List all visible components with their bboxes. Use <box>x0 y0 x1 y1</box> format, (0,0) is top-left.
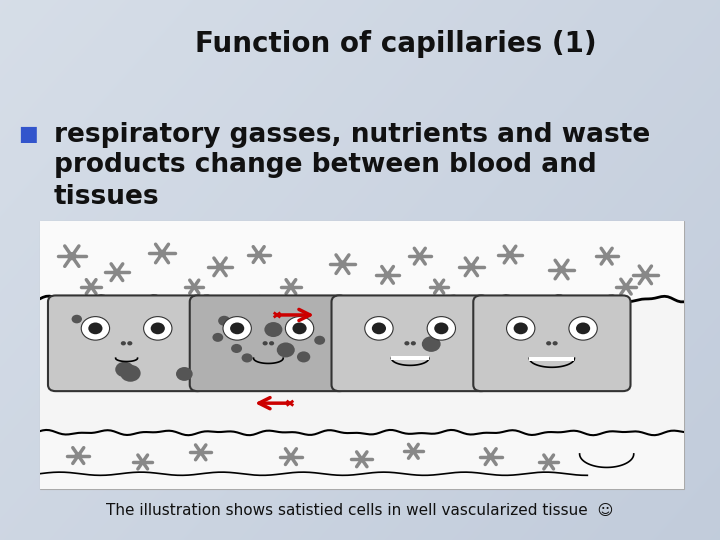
Text: products change between blood and: products change between blood and <box>54 152 597 178</box>
FancyBboxPatch shape <box>48 295 205 391</box>
Circle shape <box>641 271 649 279</box>
Bar <box>529 356 575 361</box>
Circle shape <box>71 315 82 323</box>
Circle shape <box>120 365 140 382</box>
Circle shape <box>158 249 166 257</box>
Circle shape <box>218 316 230 326</box>
Circle shape <box>88 284 94 289</box>
FancyBboxPatch shape <box>40 221 684 489</box>
Circle shape <box>576 322 590 334</box>
Circle shape <box>74 453 82 459</box>
Circle shape <box>276 342 294 357</box>
Circle shape <box>552 341 558 346</box>
Circle shape <box>89 322 102 334</box>
Circle shape <box>422 336 441 352</box>
FancyBboxPatch shape <box>331 295 489 391</box>
Circle shape <box>85 318 105 334</box>
Circle shape <box>292 323 307 335</box>
Circle shape <box>242 353 253 362</box>
Circle shape <box>223 316 251 340</box>
Circle shape <box>93 319 108 331</box>
Circle shape <box>140 459 146 465</box>
Circle shape <box>191 284 197 289</box>
Circle shape <box>434 322 449 334</box>
Circle shape <box>255 251 263 258</box>
Bar <box>40 299 684 433</box>
FancyBboxPatch shape <box>190 295 347 391</box>
Circle shape <box>127 341 132 346</box>
Bar <box>40 221 684 299</box>
Circle shape <box>546 341 552 346</box>
Circle shape <box>506 251 514 258</box>
Circle shape <box>405 341 410 346</box>
Circle shape <box>121 341 126 346</box>
Circle shape <box>487 454 495 460</box>
Circle shape <box>197 449 204 455</box>
Circle shape <box>314 336 325 345</box>
Circle shape <box>436 284 442 289</box>
Circle shape <box>292 322 307 334</box>
Circle shape <box>416 253 423 259</box>
Circle shape <box>569 316 598 340</box>
Bar <box>40 433 684 489</box>
Circle shape <box>150 322 165 334</box>
Text: Function of capillaries (1): Function of capillaries (1) <box>195 30 597 58</box>
FancyBboxPatch shape <box>473 295 631 391</box>
Circle shape <box>113 269 121 275</box>
Circle shape <box>365 316 393 340</box>
Circle shape <box>287 454 294 460</box>
Circle shape <box>67 252 77 260</box>
Circle shape <box>216 264 225 271</box>
Text: The illustration shows satistied cells in well vascularized tissue  ☺: The illustration shows satistied cells i… <box>107 503 613 518</box>
Circle shape <box>176 367 193 381</box>
Circle shape <box>263 341 268 346</box>
Circle shape <box>603 253 611 259</box>
Circle shape <box>338 260 347 268</box>
Circle shape <box>622 284 629 289</box>
Circle shape <box>285 316 314 340</box>
Text: respiratory gasses, nutrients and waste: respiratory gasses, nutrients and waste <box>54 122 650 147</box>
Circle shape <box>513 322 528 334</box>
Circle shape <box>467 264 476 271</box>
Circle shape <box>372 322 386 334</box>
Circle shape <box>507 316 535 340</box>
Circle shape <box>115 362 134 377</box>
Text: ■: ■ <box>18 124 37 144</box>
Circle shape <box>410 449 417 454</box>
Circle shape <box>264 322 282 337</box>
Circle shape <box>269 341 274 346</box>
Circle shape <box>81 316 109 340</box>
Circle shape <box>212 333 223 342</box>
Circle shape <box>287 284 294 289</box>
Bar <box>392 356 429 360</box>
Circle shape <box>297 352 310 362</box>
Text: tissues: tissues <box>54 184 160 210</box>
Circle shape <box>384 272 392 278</box>
Circle shape <box>143 316 172 340</box>
Circle shape <box>411 341 416 346</box>
Circle shape <box>545 459 552 465</box>
Circle shape <box>557 266 566 273</box>
Circle shape <box>231 344 242 353</box>
Circle shape <box>230 322 244 334</box>
Circle shape <box>427 316 456 340</box>
Circle shape <box>358 456 366 462</box>
